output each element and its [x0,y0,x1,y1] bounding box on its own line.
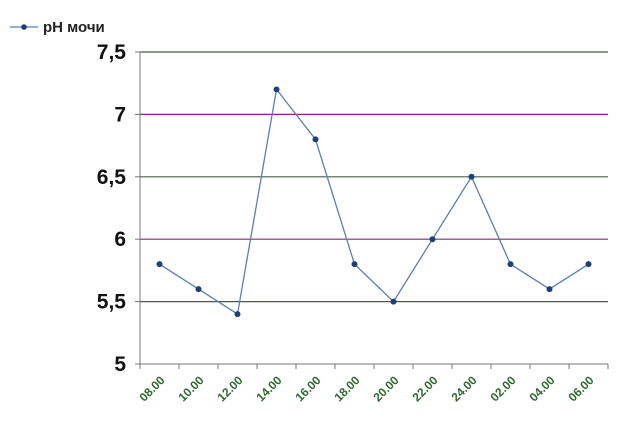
x-tick-label: 04.00 [526,373,557,404]
y-tick-label: 7,5 [97,41,127,64]
x-tick-label: 16.00 [292,373,323,404]
x-tick-label: 22.00 [409,373,440,404]
y-axis-ticks: 5 5,5 6 6,5 7 7,5 [97,41,140,376]
data-point [195,286,202,293]
series-line [159,87,589,316]
data-point [234,311,241,318]
x-tick-label: 08.00 [136,373,167,404]
gridlines [140,51,608,303]
series-ph-urine [156,86,592,318]
x-axis-ticks: 08.00 10.00 12.00 14.00 16.00 18.00 20.00 22.00… [136,364,609,404]
data-point [507,261,514,268]
x-tick-label: 20.00 [370,373,401,404]
data-point [546,286,553,293]
axes [139,52,608,365]
legend-label: pH мочи [43,19,105,36]
y-tick-label: 7 [114,103,126,126]
x-tick-label: 06.00 [565,373,596,404]
legend: pH мочи [10,19,105,36]
data-point [312,136,319,143]
x-tick-label: 02.00 [487,373,518,404]
y-tick-label: 6,5 [97,166,127,189]
x-tick-label: 14.00 [253,373,284,404]
legend-marker [21,24,27,30]
y-tick-label: 6 [114,228,126,251]
x-tick-label: 12.00 [214,373,245,404]
x-tick-label: 24.00 [448,373,479,404]
data-point [156,261,163,268]
data-point [585,261,592,268]
x-tick-label: 18.00 [331,373,362,404]
data-point [351,261,358,268]
x-tick-label: 10.00 [175,373,206,404]
data-point [273,86,280,93]
data-point [390,298,397,305]
y-tick-label: 5,5 [97,291,127,314]
y-tick-label: 5 [114,353,126,376]
data-point [429,236,436,243]
data-point [468,173,475,180]
